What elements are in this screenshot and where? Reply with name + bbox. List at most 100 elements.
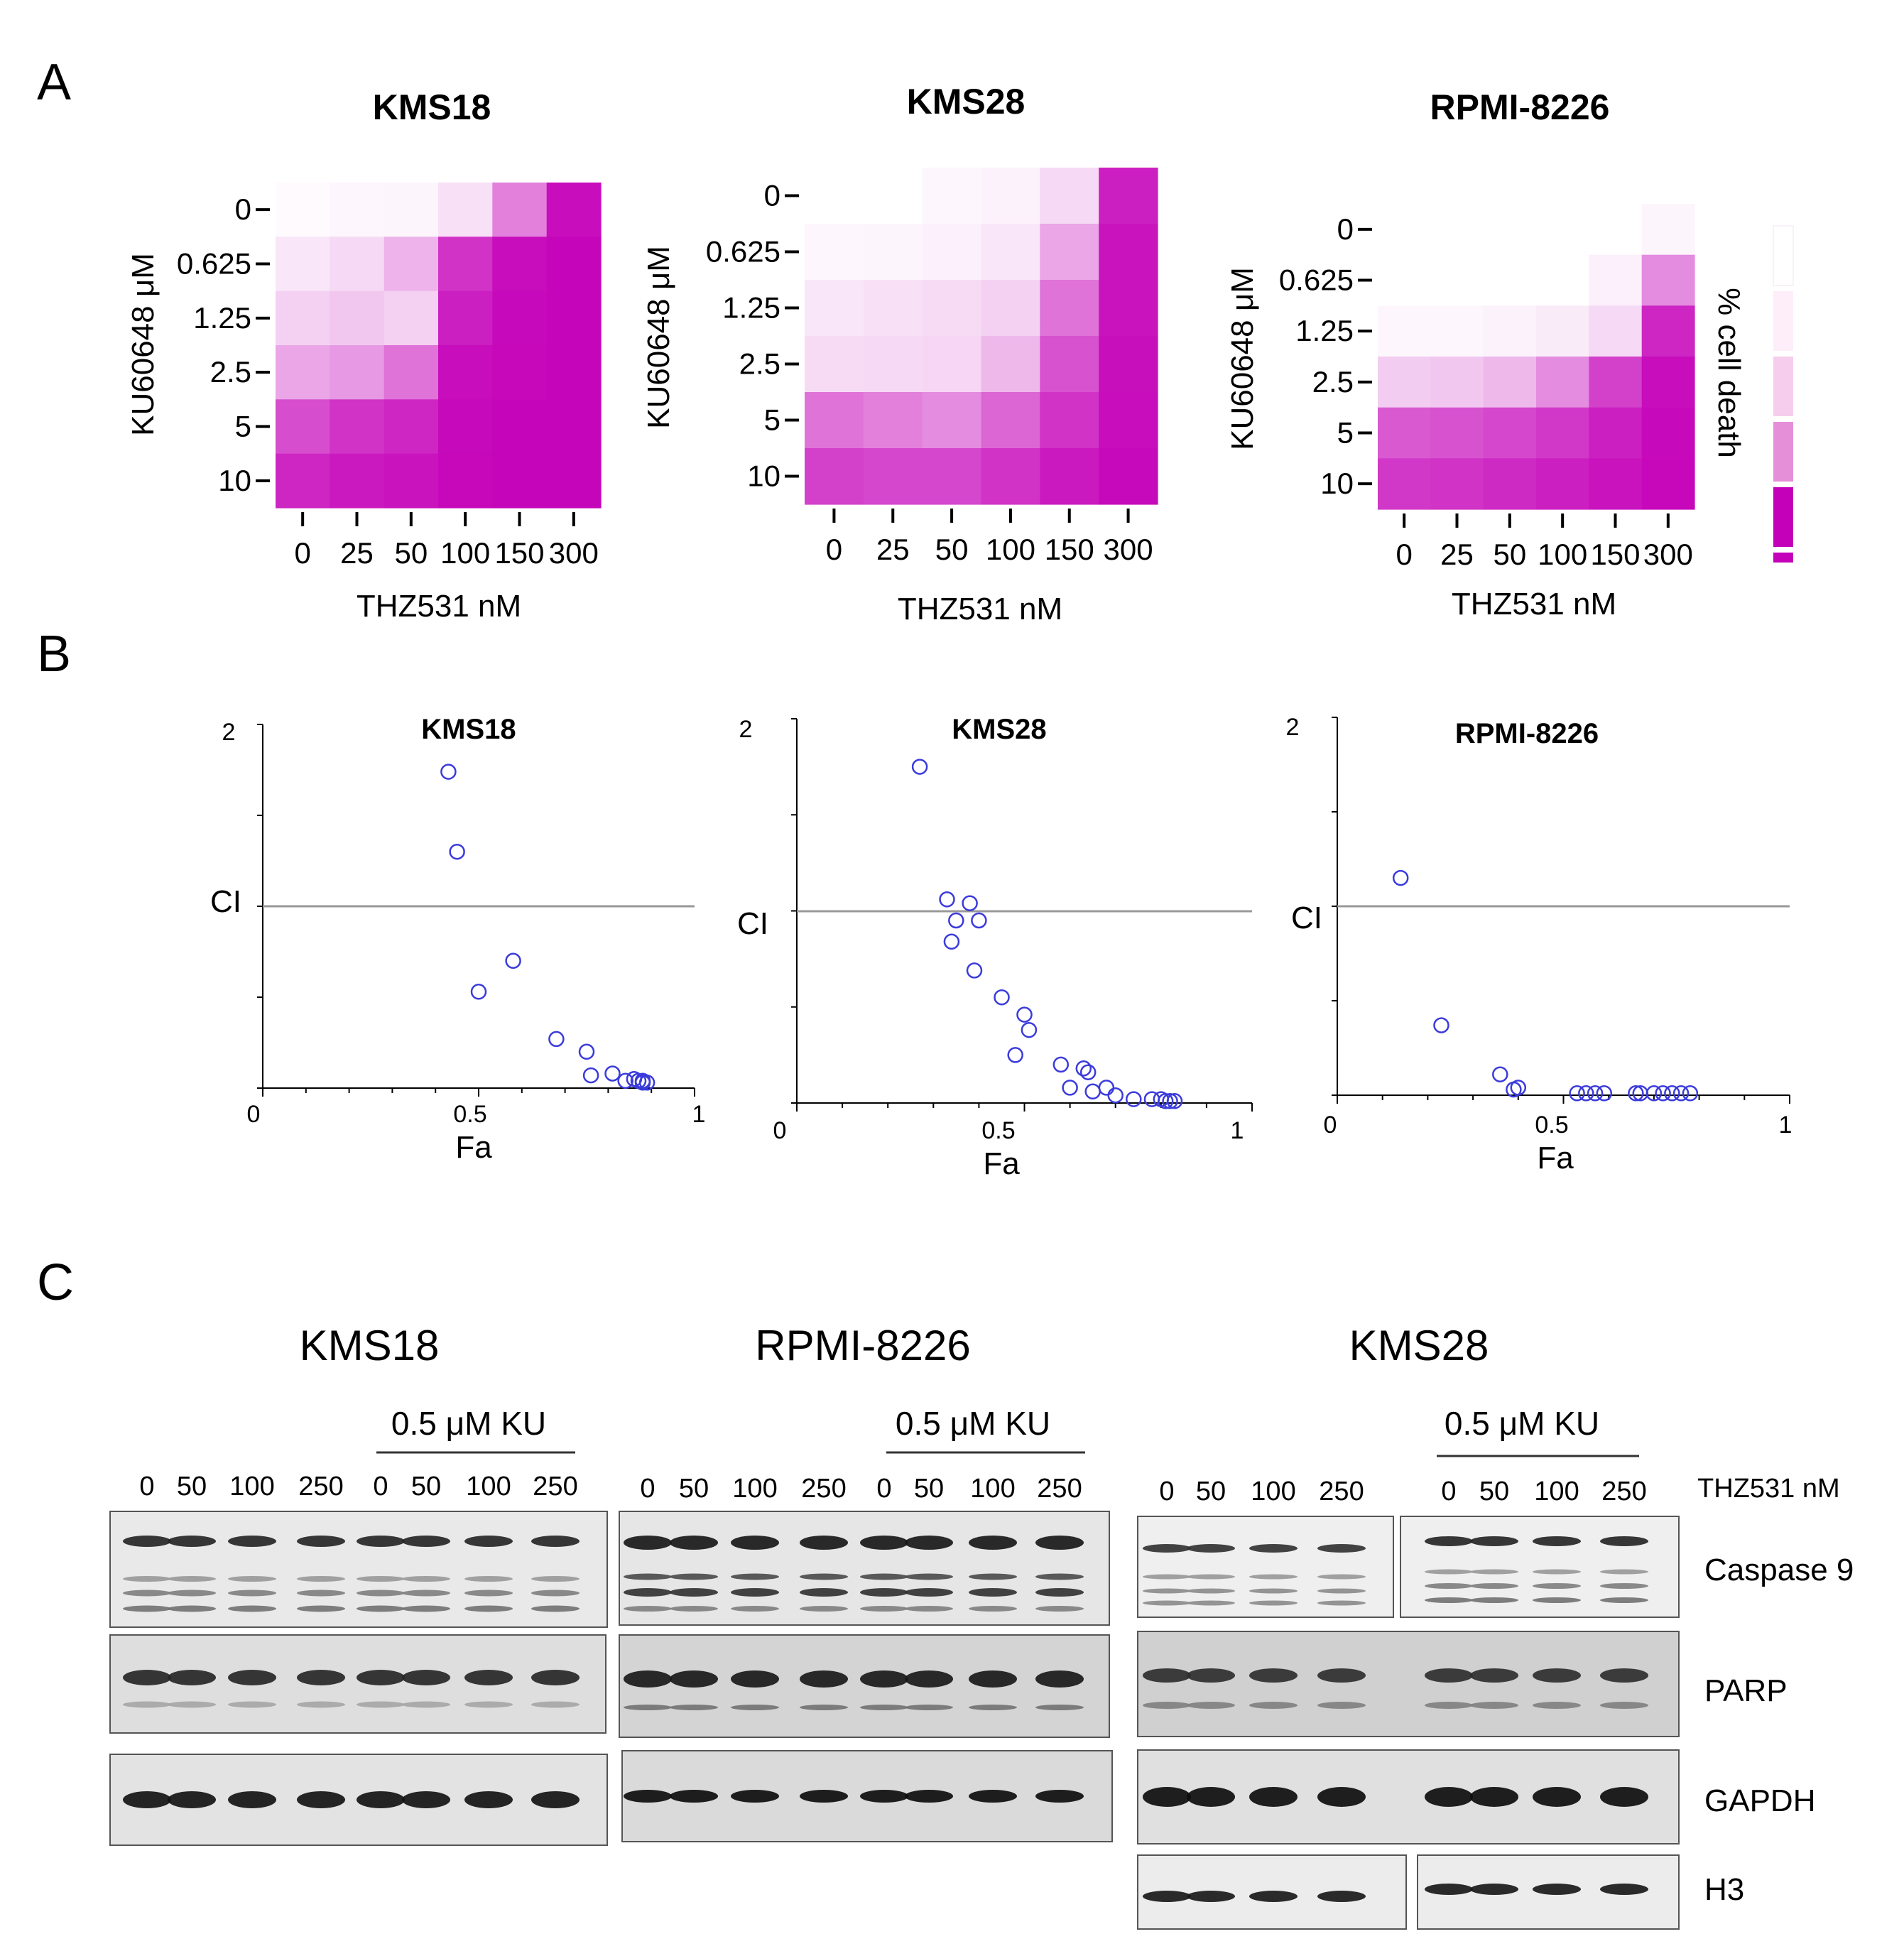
protein-band <box>297 1536 345 1547</box>
protein-band <box>1425 1787 1473 1807</box>
protein-band <box>1425 1668 1473 1683</box>
blot-title-kms18: KMS18 <box>300 1322 440 1369</box>
data-point <box>1107 1087 1124 1104</box>
data-point <box>505 952 521 969</box>
data-point <box>604 1065 621 1082</box>
heatmap-cell <box>1641 305 1695 357</box>
ku-header-kms28: 0.5 μM KU <box>1445 1405 1599 1442</box>
x-tick-0: 0 <box>1324 1112 1337 1139</box>
protein-band <box>670 1573 718 1580</box>
y-tick-labels: 0 0.625 1.25 2.5 5 10 <box>706 179 799 493</box>
heatmap-cell <box>1040 280 1099 337</box>
ci-plot-kms18: KMS18 2 CI 0 0.5 1 Fa <box>210 714 705 1165</box>
protein-band <box>531 1701 580 1708</box>
lane-label: 0 <box>876 1474 891 1504</box>
protein-label-parp: PARP <box>1704 1673 1788 1708</box>
heatmap-cell <box>276 453 330 509</box>
y-tick-label: 1.25 <box>193 301 251 335</box>
protein-band <box>969 1588 1017 1597</box>
heatmap-cell <box>1430 458 1484 510</box>
y-axis-label: KU60648 μM <box>1225 267 1260 450</box>
blot-title-kms28: KMS28 <box>1349 1322 1489 1369</box>
protein-band <box>731 1588 779 1597</box>
heatmap-cell <box>492 453 548 509</box>
heatmap-cell <box>1099 448 1158 505</box>
protein-band <box>1035 1670 1084 1688</box>
heatmap-cell <box>1040 168 1099 224</box>
heatmap-cell <box>805 448 864 505</box>
x-tick-label: 25 <box>876 533 910 566</box>
protein-band <box>464 1670 513 1685</box>
heatmap-cell <box>438 399 493 455</box>
heatmap-cell <box>863 336 923 393</box>
axis-ticks <box>257 724 695 1097</box>
ku-header-rpmi: 0.5 μM KU <box>896 1405 1050 1442</box>
heatmap-cells <box>1378 204 1695 510</box>
protein-band <box>228 1576 276 1582</box>
y-axis-label: CI <box>1291 901 1322 935</box>
data-point <box>911 759 928 775</box>
data-point <box>1075 1060 1092 1077</box>
protein-band <box>860 1705 908 1710</box>
data-point <box>1126 1091 1142 1107</box>
x-tick-mid: 0.5 <box>453 1101 486 1128</box>
x-axis-label: THZ531 nM <box>1452 587 1616 621</box>
protein-band <box>1533 1597 1581 1603</box>
x-tick-label: 150 <box>494 536 544 570</box>
blot-membranes <box>109 1511 1680 1930</box>
color-scale-segment <box>1773 291 1793 351</box>
data-point <box>962 895 978 911</box>
x-tick-labels: 0 25 50 100 150 300 <box>1396 514 1693 571</box>
protein-band <box>357 1791 405 1808</box>
protein-band <box>228 1590 276 1597</box>
heatmap-cell <box>805 224 864 281</box>
data-point <box>1645 1085 1663 1102</box>
lane-label: 50 <box>177 1472 207 1501</box>
protein-band <box>1035 1790 1084 1803</box>
heatmap-cell <box>546 237 602 292</box>
lane-label: 100 <box>732 1474 777 1504</box>
protein-label-h3: H3 <box>1704 1872 1744 1907</box>
heatmap-cell <box>546 183 602 237</box>
heatmap-cell <box>1040 392 1099 449</box>
protein-band <box>402 1536 450 1547</box>
data-point <box>1433 1017 1449 1033</box>
protein-band <box>731 1573 779 1580</box>
protein-band <box>624 1705 672 1710</box>
lane-label: 50 <box>1196 1477 1226 1506</box>
protein-band <box>1533 1569 1581 1575</box>
heatmap-cell <box>383 290 439 346</box>
protein-band <box>1249 1891 1298 1902</box>
x-axis-label: Fa <box>983 1146 1020 1181</box>
heatmap-cell <box>330 183 385 237</box>
blot-membrane <box>109 1511 608 1628</box>
protein-band <box>531 1605 580 1612</box>
blot-membrane <box>1417 1854 1680 1930</box>
x-tick-1: 1 <box>1779 1112 1793 1139</box>
x-tick-mid: 0.5 <box>1535 1112 1568 1139</box>
heatmap-cell <box>438 453 493 509</box>
scatter-title: KMS18 <box>421 714 516 745</box>
protein-band <box>1600 1569 1648 1575</box>
lane-label: 50 <box>679 1474 709 1504</box>
lane-label: 50 <box>914 1474 944 1504</box>
ci-plot-kms28: KMS28 2 CI 0 0.5 1 Fa <box>737 714 1253 1181</box>
heatmap-cell <box>1040 336 1099 393</box>
heatmap-title: RPMI-8226 <box>1430 87 1610 127</box>
heatmap-cell <box>546 345 602 400</box>
protein-band <box>1317 1787 1366 1807</box>
protein-band <box>1470 1569 1518 1575</box>
protein-band <box>670 1606 718 1612</box>
protein-band <box>1187 1574 1235 1580</box>
protein-band <box>1035 1536 1084 1550</box>
heatmap-cell <box>383 399 439 455</box>
heatmap-cell <box>1641 254 1695 306</box>
heatmap-cell <box>330 237 385 292</box>
protein-band <box>1249 1668 1298 1683</box>
protein-band <box>1249 1544 1298 1553</box>
protein-band <box>1035 1705 1084 1710</box>
protein-band <box>1533 1583 1581 1589</box>
heatmap-cell <box>863 168 923 224</box>
heatmap-cell <box>1430 305 1484 357</box>
protein-band <box>1143 1787 1191 1807</box>
